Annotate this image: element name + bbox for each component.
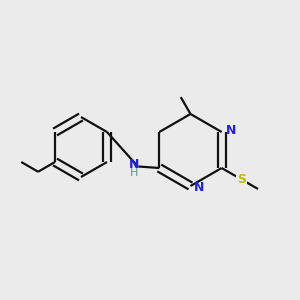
Text: N: N [129, 158, 139, 171]
Text: H: H [130, 168, 138, 178]
Text: S: S [237, 173, 246, 186]
Text: N: N [194, 181, 205, 194]
Text: N: N [226, 124, 236, 137]
